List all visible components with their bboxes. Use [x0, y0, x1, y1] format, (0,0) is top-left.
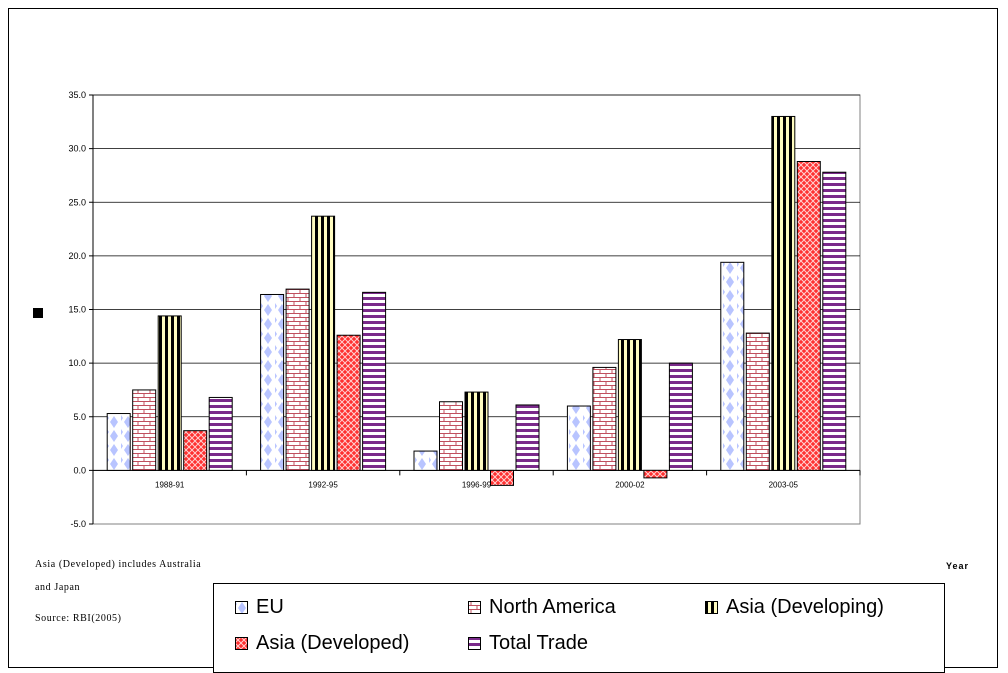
- bar: [822, 171, 847, 471]
- legend: EU North America: [213, 583, 945, 673]
- bar: [668, 362, 693, 471]
- bar: [566, 405, 591, 471]
- bar: [106, 413, 131, 471]
- legend-swatch: [468, 637, 481, 650]
- legend-swatch: [468, 601, 481, 614]
- y-tick-label: 20.0: [68, 251, 86, 261]
- bar: [771, 115, 796, 471]
- bar: [260, 293, 285, 471]
- source-note: Source: RBI(2005): [35, 613, 122, 624]
- bars: [106, 115, 847, 486]
- bar: [745, 332, 770, 471]
- bar: [183, 430, 208, 471]
- bar: [439, 401, 463, 471]
- y-tick-label: 0.0: [73, 465, 86, 475]
- bar: [796, 160, 821, 471]
- legend-item: Asia (Developing): [705, 596, 884, 619]
- note-line-1: Asia (Developed) includes Australia: [35, 559, 202, 570]
- legend-label: North America: [489, 596, 616, 618]
- legend-label: EU: [256, 596, 284, 618]
- x-tick-label: 1988-91: [155, 480, 185, 489]
- y-tick-label: 35.0: [68, 90, 86, 100]
- bar: [643, 469, 668, 479]
- legend-label: Total Trade: [489, 632, 588, 654]
- bar: [157, 315, 182, 471]
- y-tick-label: 15.0: [68, 305, 86, 315]
- bar: [311, 215, 336, 471]
- y-tick-label: 10.0: [68, 358, 86, 368]
- bar: [592, 366, 617, 471]
- bar: [617, 339, 642, 471]
- legend-item: Asia (Developed): [235, 632, 409, 655]
- legend-label: Asia (Developed): [256, 632, 410, 654]
- x-axis-label: Year: [946, 561, 969, 571]
- bar-chart: -5.0 0.0 5.0 10.0 15.0 20.0 25.0 30.0 35.0 1988-…: [33, 90, 969, 571]
- y-tick-label: -5.0: [70, 519, 86, 529]
- chart-frame: -5.0 0.0 5.0 10.0 15.0 20.0 25.0 30.0 35.0 1988-…: [8, 8, 998, 673]
- x-tick-label: 1992-95: [308, 480, 338, 489]
- bar: [336, 334, 361, 471]
- bar: [490, 469, 514, 486]
- legend-swatch: [235, 637, 248, 650]
- note-line-2: and Japan: [35, 582, 81, 593]
- y-tick-label: 30.0: [68, 144, 86, 154]
- y-axis-marker: [33, 308, 43, 318]
- y-tick-label: 5.0: [73, 412, 86, 422]
- legend-label: Asia (Developing): [726, 596, 884, 618]
- bar: [464, 391, 489, 471]
- x-tick-label: 2003-05: [769, 480, 799, 489]
- bar: [515, 404, 540, 471]
- y-tick-label: 25.0: [68, 197, 86, 207]
- legend-item: EU: [235, 596, 284, 619]
- x-tick-label: 2000-02: [615, 480, 645, 489]
- bar: [208, 396, 233, 471]
- legend-swatch: [705, 601, 718, 614]
- legend-item: North America: [468, 596, 616, 619]
- bar: [413, 450, 438, 471]
- legend-swatch: [235, 601, 248, 614]
- bar: [285, 288, 310, 471]
- x-tick-label: 1996-99: [462, 480, 492, 489]
- bar: [720, 261, 745, 471]
- bar: [132, 389, 157, 471]
- legend-item: Total Trade: [468, 632, 588, 655]
- bar: [362, 291, 387, 471]
